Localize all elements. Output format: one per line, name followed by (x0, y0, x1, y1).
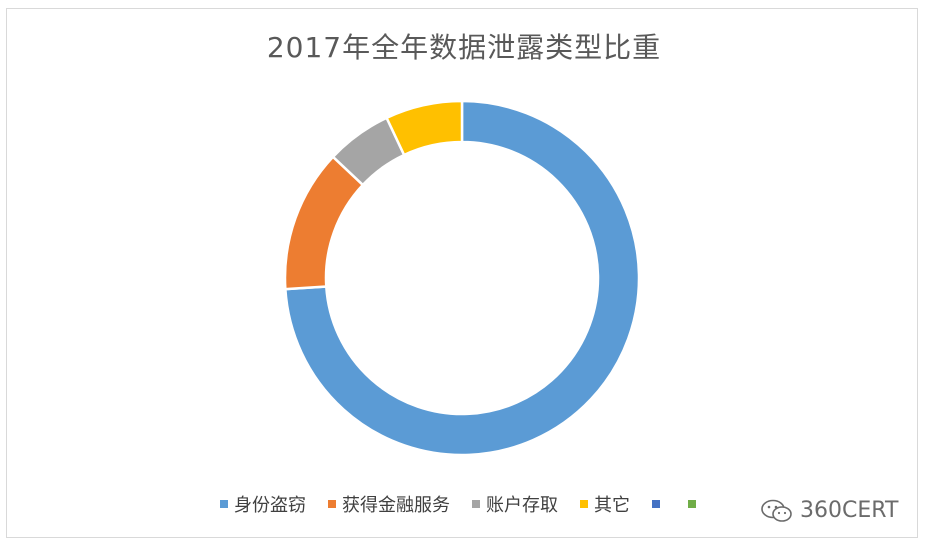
watermark: 360CERT (760, 498, 898, 523)
donut-slice-2 (283, 155, 365, 291)
legend-item-4: 其它 (580, 491, 630, 517)
legend-label: 身份盗窃 (234, 495, 306, 516)
legend-label: 账户存取 (486, 495, 558, 516)
legend-label: 获得金融服务 (342, 495, 450, 516)
legend-swatch (220, 500, 228, 508)
legend-item-1: 身份盗窃 (220, 491, 306, 517)
watermark-text: 360CERT (800, 498, 899, 523)
chart-legend: 身份盗窃 获得金融服务 账户存取 其它 (220, 490, 724, 518)
legend-item-5 (652, 500, 666, 508)
legend-item-2: 获得金融服务 (328, 491, 450, 517)
chart-title: 2017年全年数据泄露类型比重 (266, 31, 662, 64)
legend-swatch (688, 500, 696, 508)
legend-swatch (580, 500, 588, 508)
legend-label: 其它 (594, 495, 630, 516)
legend-item-6 (688, 500, 702, 508)
donut-slice-4 (384, 99, 464, 157)
legend-swatch (472, 500, 480, 508)
legend-item-3: 账户存取 (472, 491, 558, 517)
wechat-icon (761, 499, 792, 522)
legend-swatch (328, 500, 336, 508)
legend-swatch (652, 500, 660, 508)
donut-slice-1 (284, 99, 641, 457)
